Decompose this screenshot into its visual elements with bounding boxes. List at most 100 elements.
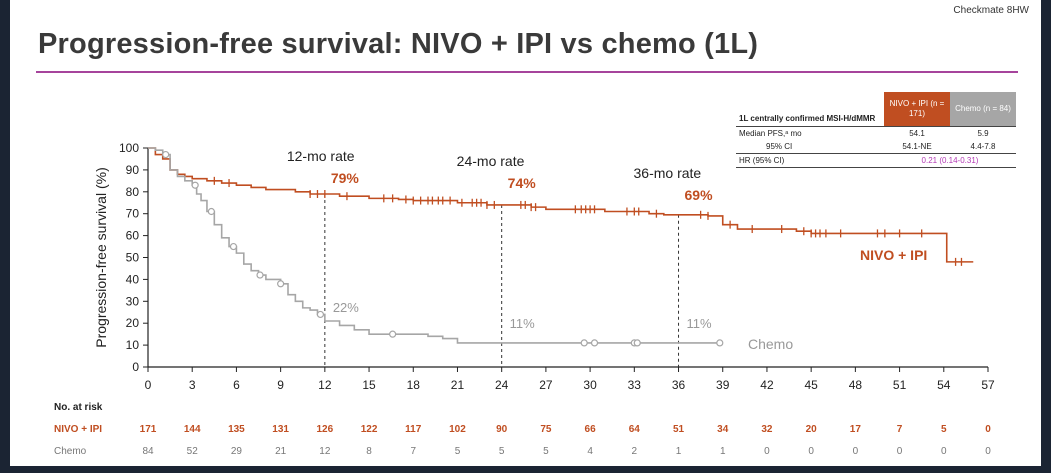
risk-nivo-count: 20 [805, 424, 817, 435]
risk-chemo-count: 52 [186, 446, 198, 457]
summary-header-row: 1L centrally confirmed MSI-H/dMMR NIVO +… [736, 92, 1016, 127]
risk-table-header: No. at risk [54, 402, 103, 413]
y-tick-label: 50 [126, 251, 140, 265]
risk-nivo-count: 7 [896, 424, 903, 435]
risk-nivo-count: 75 [540, 424, 552, 435]
risk-chemo-count: 1 [719, 446, 726, 457]
risk-chemo-count: 5 [498, 446, 505, 457]
x-tick-label: 42 [760, 378, 774, 392]
risk-nivo-count: 126 [316, 424, 334, 435]
chemo-censor-mark [316, 310, 325, 319]
risk-nivo-count: 90 [496, 424, 508, 435]
risk-label-nivo: NIVO + IPI [54, 424, 103, 435]
x-tick-label: 57 [981, 378, 995, 392]
risk-nivo-count: 64 [628, 424, 640, 435]
risk-chemo-count: 0 [808, 446, 814, 457]
y-tick-label: 70 [126, 207, 140, 221]
study-tag: Checkmate 8HW [953, 5, 1029, 16]
risk-chemo-count: 0 [852, 446, 859, 457]
chemo-censor-mark [389, 330, 397, 338]
y-tick-label: 0 [132, 360, 139, 374]
x-tick-label: 39 [716, 378, 730, 392]
x-tick-label: 9 [277, 378, 284, 392]
risk-nivo-count: 144 [183, 424, 201, 435]
chemo-censor-mark [207, 207, 215, 216]
risk-nivo-count: 135 [228, 424, 245, 435]
y-tick-label: 30 [126, 294, 140, 308]
landmark-nivo-rate: 79% [331, 170, 360, 186]
x-tick-label: 6 [233, 378, 240, 392]
y-tick-label: 60 [126, 229, 140, 243]
risk-chemo-count: 4 [587, 446, 593, 457]
x-tick-label: 15 [362, 378, 376, 392]
title-divider [36, 71, 1018, 73]
risk-nivo-count: 117 [405, 424, 422, 435]
risk-chemo-count: 29 [230, 446, 242, 457]
x-tick-label: 0 [145, 378, 152, 392]
slide-title: Progression-free survival: NIVO + IPI vs… [38, 28, 759, 60]
risk-nivo-count: 122 [360, 424, 378, 435]
summary-row-hr: HR (95% CI) 0.21 (0.14-0.31) [736, 153, 1016, 168]
x-tick-label: 36 [672, 378, 686, 392]
x-tick-label: 33 [628, 378, 642, 392]
y-axis-label: Progression-free survival (%) [93, 167, 109, 348]
chemo-censor-mark [256, 271, 264, 279]
chemo-censor-mark [590, 339, 599, 347]
y-tick-label: 100 [119, 141, 139, 155]
summary-hr-value: 0.21 (0.14-0.31) [884, 153, 1016, 168]
risk-nivo-count: 66 [584, 424, 596, 435]
landmark-chemo-rate: 22% [333, 300, 359, 315]
summary-header-chemo: Chemo (n = 84) [950, 92, 1016, 127]
risk-chemo-count: 5 [543, 446, 549, 457]
landmark-label: 12-mo rate [287, 148, 355, 164]
risk-nivo-count: 171 [139, 424, 157, 435]
slide: Checkmate 8HW Progression-free survival:… [10, 0, 1041, 466]
risk-chemo-count: 0 [941, 446, 947, 457]
summary-hr-label: HR (95% CI) [736, 153, 884, 168]
x-tick-label: 27 [539, 378, 553, 392]
chemo-censor-mark [633, 339, 641, 347]
risk-chemo-count: 0 [896, 446, 903, 457]
risk-nivo-count: 32 [761, 424, 773, 435]
summary-ci-chemo: 4.4-7.8 [970, 142, 996, 151]
x-tick-label: 12 [318, 378, 332, 392]
risk-nivo-count: 17 [849, 424, 861, 435]
summary-header-label: 1L centrally confirmed MSI-H/dMMR [736, 92, 884, 127]
chemo-curve [148, 147, 723, 344]
y-tick-label: 90 [126, 163, 140, 177]
x-tick-label: 54 [937, 378, 951, 392]
summary-table: 1L centrally confirmed MSI-H/dMMR NIVO +… [736, 92, 1016, 168]
y-tick-label: 10 [126, 338, 140, 352]
summary-median-chemo: 5.9 [950, 126, 1016, 140]
risk-nivo-count: 131 [272, 424, 289, 435]
risk-nivo-count: 0 [985, 424, 991, 435]
risk-chemo-count: 21 [275, 446, 287, 457]
landmark-label: 36-mo rate [634, 165, 702, 181]
x-tick-label: 45 [804, 378, 818, 392]
chemo-censor-mark [716, 339, 724, 347]
risk-chemo-count: 1 [675, 446, 682, 457]
x-tick-label: 48 [849, 378, 863, 392]
landmark-nivo-rate: 69% [685, 187, 714, 203]
landmark-nivo-rate: 74% [508, 175, 537, 191]
risk-chemo-count: 0 [764, 446, 770, 457]
x-tick-label: 3 [189, 378, 196, 392]
x-tick-label: 18 [407, 378, 421, 392]
y-tick-label: 20 [126, 316, 140, 330]
chemo-censor-mark [191, 181, 199, 189]
chemo-series-label: Chemo [748, 336, 793, 352]
landmark-chemo-rate: 11% [687, 316, 712, 331]
chemo-censor-mark [277, 280, 285, 288]
risk-nivo-count: 51 [672, 424, 685, 435]
nivo-series-label: NIVO + IPI [860, 247, 927, 263]
summary-median-label: Median PFS,ᵃ mo [736, 126, 884, 140]
chemo-censor-mark [580, 339, 588, 347]
y-tick-label: 40 [126, 272, 140, 286]
chemo-censor-mark [162, 150, 170, 159]
x-tick-label: 30 [583, 378, 597, 392]
landmark-chemo-rate: 11% [510, 316, 535, 331]
risk-chemo-count: 2 [631, 446, 638, 457]
risk-chemo-count: 0 [985, 446, 991, 457]
risk-chemo-count: 84 [142, 446, 154, 457]
